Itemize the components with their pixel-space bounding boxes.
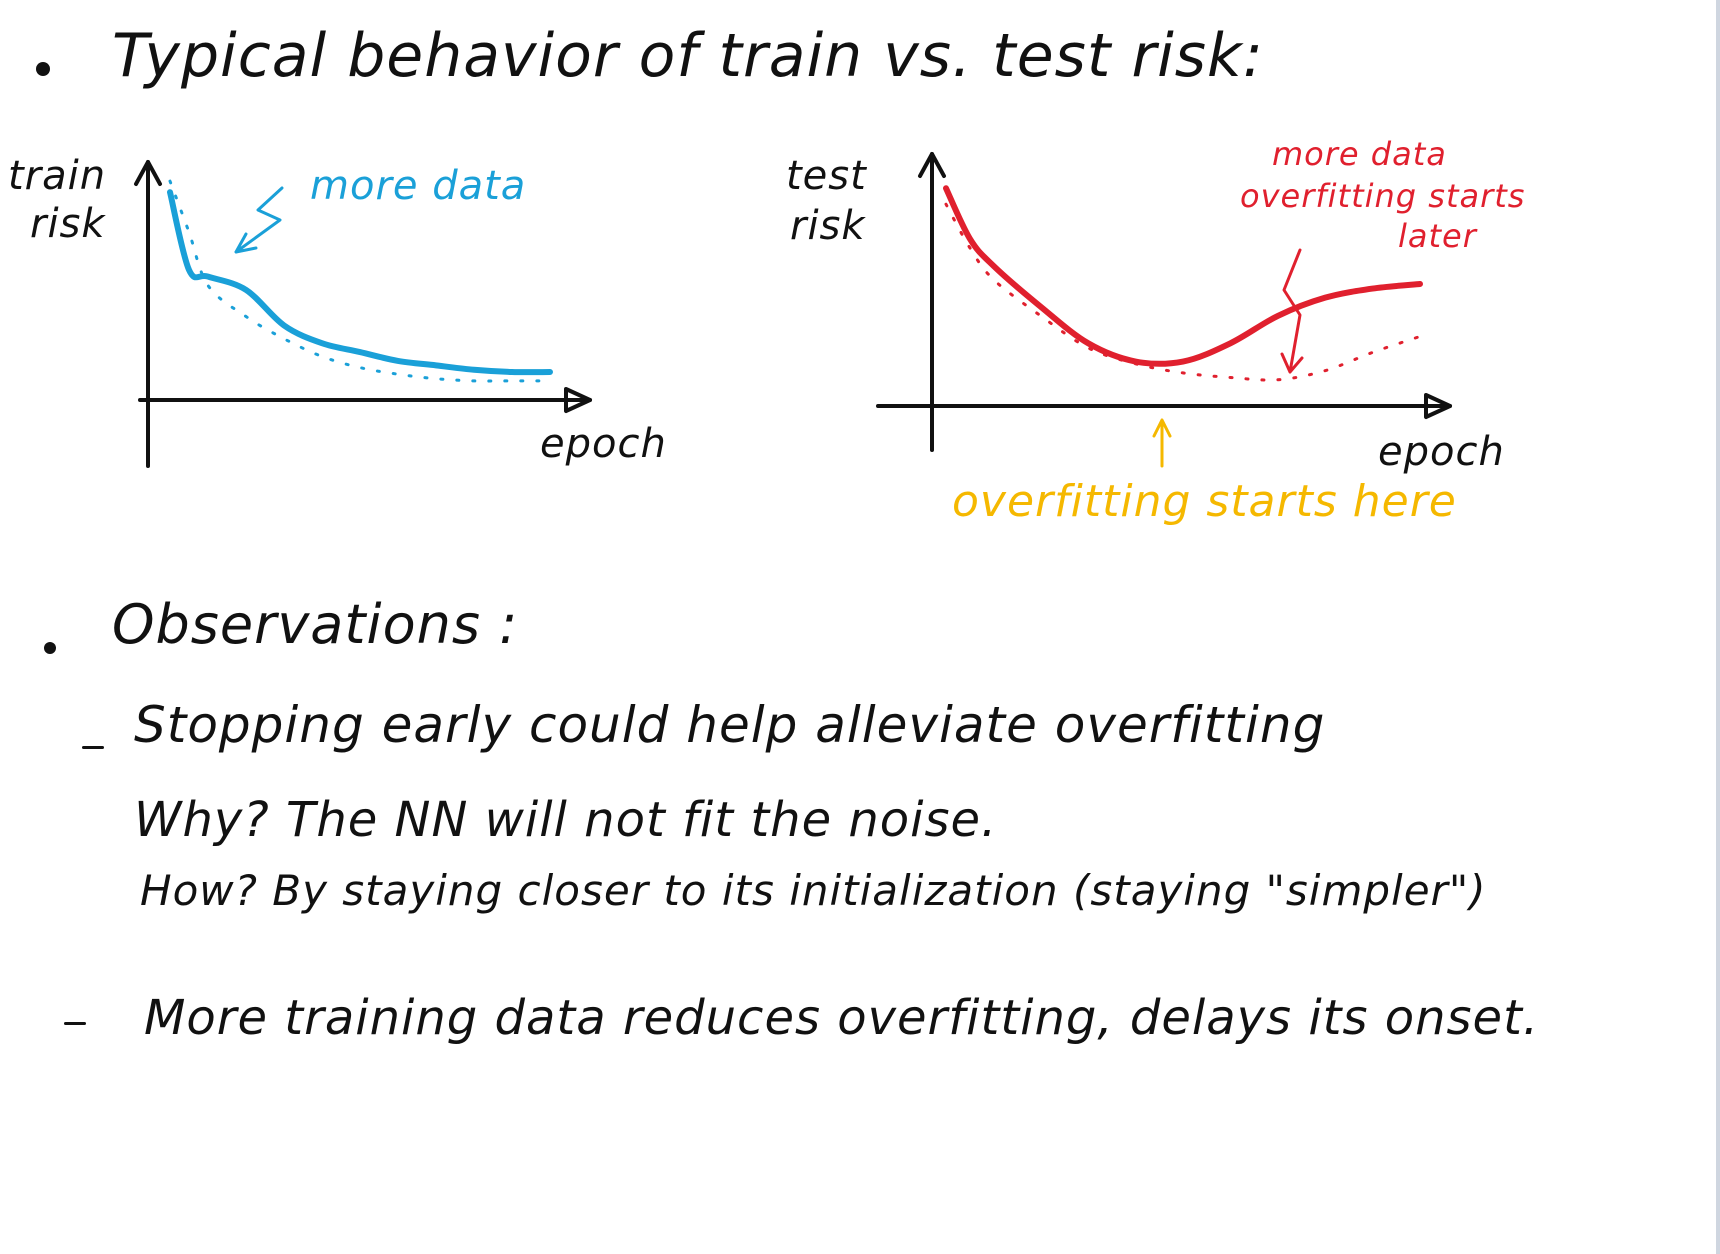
test-series-group [943, 185, 1423, 468]
test-axes [876, 152, 1452, 452]
observation-item1-how: How? By staying closer to its initializa… [140, 866, 1487, 915]
observations-bullet [44, 642, 56, 654]
x-axis-arrow [564, 387, 592, 413]
test-annotation-top-line2: overfitting starts [1240, 177, 1526, 215]
y-axis-arrow [918, 152, 946, 178]
train-ylabel-line1: train [8, 153, 107, 199]
x-axis-arrow [1424, 393, 1452, 419]
observations-title: Observations : [112, 593, 519, 656]
train-series-group [167, 179, 553, 383]
observation-item2: More training data reduces overfitting, … [144, 990, 1540, 1046]
page-heading: Typical behavior of train vs. test risk: [112, 21, 1265, 91]
test-ylabel-line1: test [786, 153, 867, 199]
train-ylabel-line2: risk [30, 201, 106, 247]
test-ylabel-line2: risk [790, 203, 866, 249]
page-edge [1716, 0, 1720, 1254]
train-annotation-more-data: more data [310, 163, 527, 209]
heading-bullet [36, 62, 50, 76]
train-risk-chart [134, 160, 592, 468]
item1-dash [82, 746, 104, 749]
observation-item1-why: Why? The NN will not fit the noise. [134, 792, 998, 848]
test-risk-chart [876, 152, 1452, 468]
test-annotation-overfitting-starts: overfitting starts here [952, 476, 1457, 527]
y-axis-arrow [134, 160, 162, 186]
more-data-arrow [234, 186, 284, 254]
series-line-1-0 [943, 185, 1423, 367]
test-annotation-top-line3: later [1398, 217, 1477, 255]
train-axes [134, 160, 592, 468]
train-xlabel: epoch [540, 421, 667, 467]
test-annotation-top-line1: more data [1272, 135, 1447, 173]
item2-dash [64, 1022, 86, 1025]
test-xlabel: epoch [1378, 429, 1505, 475]
overfitting-later-arrow [1280, 248, 1304, 374]
observation-item1: Stopping early could help alleviate over… [134, 696, 1326, 754]
overfitting-start-arrow [1152, 418, 1172, 468]
series-line-0-0 [167, 189, 553, 376]
